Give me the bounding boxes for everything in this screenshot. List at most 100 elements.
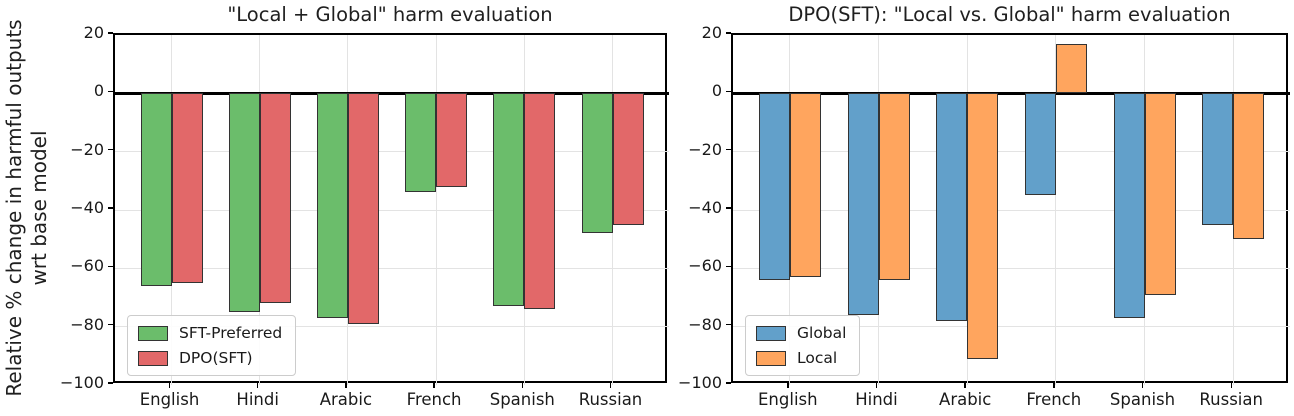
y-tick-label: −80 (70, 314, 104, 334)
gridline-horizontal (115, 151, 669, 153)
legend-label: Global (797, 324, 847, 342)
legend-swatch-local (756, 350, 786, 366)
legend-swatch-sft-preferred (138, 325, 168, 341)
x-tick-label: French (406, 390, 462, 409)
right-plot-area (731, 33, 1290, 385)
gridline-horizontal (115, 267, 669, 269)
y-tick-mark (726, 382, 731, 384)
bar-global-english (758, 93, 790, 280)
y-axis-label-line1: Relative % change in harmful outputs (2, 19, 26, 397)
left-chart-title: "Local + Global" harm evaluation (227, 3, 553, 26)
x-tick-label: French (1026, 390, 1082, 409)
x-tick-label: Spanish (489, 390, 555, 409)
x-tick-mark (964, 383, 966, 388)
y-tick-label: −20 (70, 139, 104, 159)
x-tick-mark (609, 383, 612, 388)
y-tick-mark (108, 90, 113, 93)
x-tick-label: English (758, 390, 818, 409)
x-tick-label: Hindi (236, 390, 279, 409)
y-tick-mark (108, 32, 113, 34)
legend-item: Global (756, 324, 846, 342)
bar-local-russian (1233, 93, 1265, 240)
x-tick-label: Hindi (855, 390, 898, 409)
y-tick-label: −100 (678, 373, 722, 392)
legend-swatch-global (756, 325, 786, 341)
right-chart-title: DPO(SFT): "Local vs. Global" harm evalua… (788, 3, 1231, 26)
gridline-horizontal (733, 209, 1290, 211)
bar-dpo-sft-arabic (347, 93, 379, 324)
bar-local-hindi (878, 93, 910, 280)
bar-dpo-sft-russian (612, 93, 644, 225)
y-tick-mark (108, 265, 113, 268)
bar-local-french (1055, 43, 1087, 94)
x-tick-label: Arabic (319, 390, 373, 409)
y-tick-mark (108, 323, 113, 326)
y-tick-label: −60 (688, 256, 722, 276)
x-tick-mark (787, 383, 789, 388)
y-tick-mark (726, 323, 731, 326)
gridline-horizontal (733, 326, 1290, 328)
y-tick-mark (726, 148, 731, 151)
bar-local-spanish (1144, 93, 1176, 295)
y-tick-mark (726, 207, 731, 209)
x-tick-mark (256, 383, 259, 388)
bar-global-arabic (936, 93, 968, 321)
y-tick-mark (726, 265, 731, 268)
legend-item: DPO(SFT) (138, 349, 282, 367)
bar-global-hindi (847, 93, 879, 315)
bar-sft-preferred-russian (581, 93, 613, 234)
x-tick-label: English (139, 390, 200, 409)
x-tick-mark (433, 383, 435, 388)
y-tick-mark (108, 207, 113, 209)
left-legend: SFT-Preferred DPO(SFT) (127, 315, 297, 376)
gridline-horizontal (733, 267, 1290, 269)
bar-global-french (1024, 93, 1056, 196)
zero-line (733, 91, 1290, 95)
gridline-horizontal (733, 151, 1290, 153)
legend-label: Local (797, 349, 838, 367)
legend-label: SFT-Preferred (179, 324, 283, 342)
y-tick-mark (108, 148, 113, 151)
y-tick-label: −40 (70, 198, 104, 217)
bar-dpo-sft-french (436, 93, 468, 187)
bar-sft-preferred-arabic (316, 93, 348, 318)
y-tick-label: 20 (83, 23, 104, 42)
legend-item: Local (756, 349, 846, 367)
zero-line (115, 91, 669, 95)
y-tick-label: −100 (60, 373, 104, 392)
right-legend: Global Local (745, 315, 861, 376)
bar-sft-preferred-english (140, 93, 172, 286)
bar-local-english (789, 93, 821, 278)
legend-label: DPO(SFT) (179, 349, 253, 367)
legend-swatch-dpo-sft (138, 350, 168, 366)
y-tick-mark (108, 382, 113, 384)
x-tick-label: Spanish (1109, 390, 1176, 409)
y-tick-label: −20 (688, 139, 722, 159)
bar-sft-preferred-spanish (493, 93, 525, 307)
gridline-horizontal (115, 326, 669, 328)
bar-dpo-sft-english (171, 93, 203, 283)
y-tick-label: 0 (711, 81, 722, 101)
legend-item: SFT-Preferred (138, 324, 282, 342)
x-tick-mark (875, 383, 878, 388)
x-tick-mark (1141, 383, 1144, 388)
x-tick-mark (1053, 383, 1055, 388)
bar-sft-preferred-hindi (228, 93, 260, 313)
x-tick-mark (521, 383, 524, 388)
y-tick-label: −60 (70, 256, 104, 276)
bar-global-spanish (1113, 93, 1145, 318)
x-tick-label: Arabic (939, 390, 992, 409)
bar-sft-preferred-french (405, 93, 437, 193)
x-tick-mark (345, 383, 347, 388)
bar-local-arabic (967, 93, 999, 359)
y-tick-label: −80 (688, 314, 722, 334)
bar-dpo-sft-spanish (524, 93, 556, 310)
gridline-horizontal (115, 209, 669, 211)
bar-global-russian (1202, 93, 1234, 225)
y-tick-label: 0 (93, 81, 104, 101)
x-tick-mark (168, 383, 171, 388)
y-tick-mark (726, 32, 731, 34)
x-tick-mark (1230, 383, 1232, 388)
bar-dpo-sft-hindi (259, 93, 291, 304)
y-tick-label: 20 (701, 23, 722, 42)
